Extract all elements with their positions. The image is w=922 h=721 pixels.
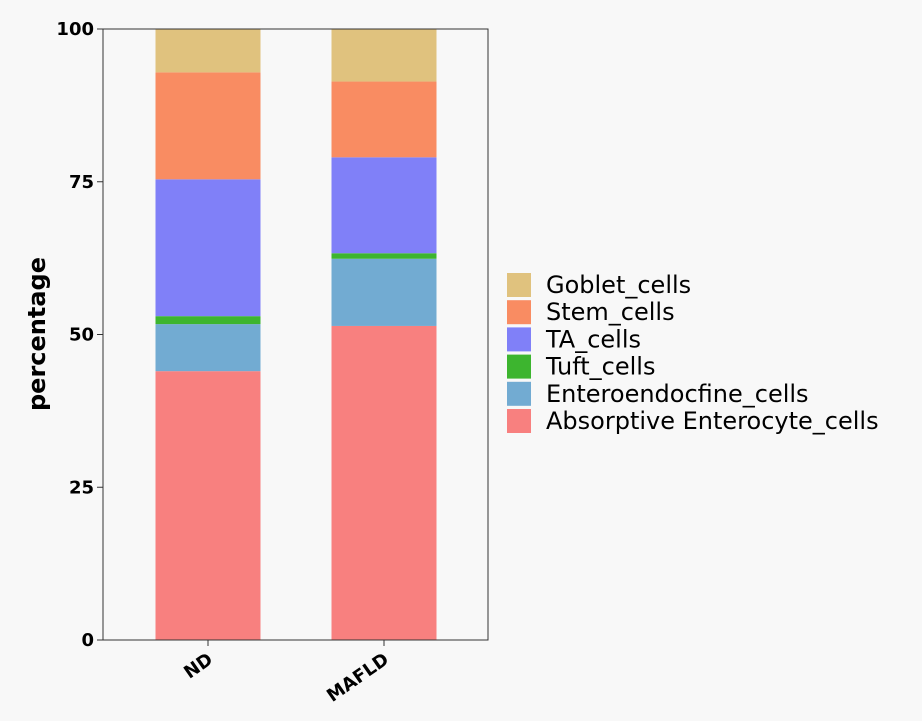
legend-label: Enteroendocfine_cells — [546, 380, 809, 408]
legend-label: Tuft_cells — [545, 353, 655, 381]
bar-segment-nd-ta-cells — [155, 179, 261, 317]
x-tick-label: ND — [180, 649, 217, 683]
bar-segment-mafld-tuft-cells — [331, 253, 437, 259]
bar-segment-mafld-ta-cells — [331, 157, 437, 254]
legend-key — [507, 381, 531, 406]
bars-layer — [155, 29, 437, 640]
bar-segment-mafld-goblet-cells — [331, 29, 437, 82]
legend-label: Absorptive Enterocyte_cells — [546, 407, 879, 435]
bar-segment-mafld-absorptive-enterocyte-cells — [331, 325, 437, 640]
y-tick-label: 75 — [69, 172, 94, 193]
legend-key — [507, 327, 531, 352]
bar-segment-nd-goblet-cells — [155, 29, 261, 73]
legend: Goblet_cellsStem_cellsTA_cellsTuft_cells… — [507, 271, 879, 435]
y-axis: 0 25 50 75 100 — [56, 19, 103, 651]
bar-segment-nd-stem-cells — [155, 72, 261, 180]
legend-label: TA_cells — [545, 325, 641, 353]
y-axis-title: percentage — [23, 257, 51, 411]
legend-label: Goblet_cells — [546, 271, 691, 299]
legend-key — [507, 354, 531, 379]
y-tick-label: 25 — [69, 477, 94, 498]
x-tick-label: MAFLD — [323, 649, 393, 707]
bar-segment-nd-enteroendocfine-cells — [155, 324, 261, 372]
bar-segment-mafld-enteroendocfine-cells — [331, 258, 437, 326]
legend-key — [507, 273, 531, 297]
bar-segment-nd-absorptive-enterocyte-cells — [155, 371, 261, 640]
bar-segment-mafld-stem-cells — [331, 81, 437, 158]
bar-segment-nd-tuft-cells — [155, 316, 261, 325]
y-tick-label: 0 — [81, 630, 94, 651]
y-tick-label: 50 — [69, 325, 94, 346]
y-tick-label: 100 — [56, 19, 94, 40]
legend-label: Stem_cells — [546, 298, 675, 326]
x-axis: ND MAFLD — [180, 640, 393, 707]
legend-key — [507, 409, 531, 433]
legend-key — [507, 300, 531, 325]
